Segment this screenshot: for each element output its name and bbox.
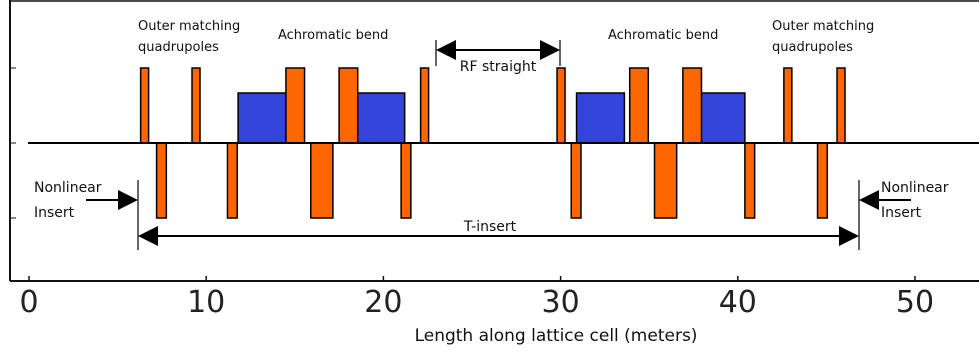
dipole-magnet [575, 92, 626, 144]
nl-left-line1: Nonlinear [34, 180, 102, 196]
dipole-magnet [237, 92, 287, 144]
defocusing-quadrupole [155, 142, 168, 219]
focusing-quadrupole [338, 67, 359, 144]
magnets-group [139, 67, 846, 219]
bend-left-label: Achromatic bend [278, 28, 388, 43]
focusing-quadrupole [628, 67, 650, 144]
defocusing-quadrupole [400, 142, 412, 219]
defocusing-quadrupole [816, 142, 829, 219]
focusing-quadrupole [682, 67, 703, 144]
x-tick-label: 30 [542, 285, 580, 320]
rf-straight-label: RF straight [460, 59, 537, 75]
dipole-magnet [356, 92, 406, 144]
defocusing-quadrupole [309, 142, 334, 219]
tinsert-label: T-insert [463, 219, 517, 235]
nl-left-line2: Insert [34, 205, 75, 221]
focusing-quadrupole [285, 67, 306, 144]
x-tick-label: 0 [19, 285, 38, 320]
bend-right-label: Achromatic bend [608, 28, 718, 43]
x-tick-label: 40 [719, 285, 757, 320]
defocusing-quadrupole [226, 142, 238, 219]
x-tick-label: 10 [187, 285, 225, 320]
outer-right-line1: Outer matching [772, 19, 874, 34]
focusing-quadrupole [419, 67, 430, 144]
outer-left-line1: Outer matching [138, 19, 240, 34]
defocusing-quadrupole [653, 142, 678, 219]
focusing-quadrupole [556, 67, 566, 144]
x-axis-label: Length along lattice cell (meters) [415, 326, 698, 346]
focusing-quadrupole [783, 67, 793, 144]
dipole-magnet [696, 92, 746, 144]
x-axis-ticks: 0 10 20 30 40 50 [19, 276, 934, 320]
focusing-quadrupole [139, 67, 150, 144]
defocusing-quadrupole [744, 142, 756, 219]
defocusing-quadrupole [570, 142, 582, 219]
nl-right-line2: Insert [881, 205, 922, 221]
x-tick-label: 50 [896, 285, 934, 320]
outer-left-line2: quadrupoles [138, 40, 219, 55]
outer-right-line2: quadrupoles [772, 40, 853, 55]
focusing-quadrupole [191, 67, 201, 144]
x-tick-label: 20 [364, 285, 402, 320]
nl-right-line1: Nonlinear [881, 180, 949, 196]
focusing-quadrupole [836, 67, 846, 144]
